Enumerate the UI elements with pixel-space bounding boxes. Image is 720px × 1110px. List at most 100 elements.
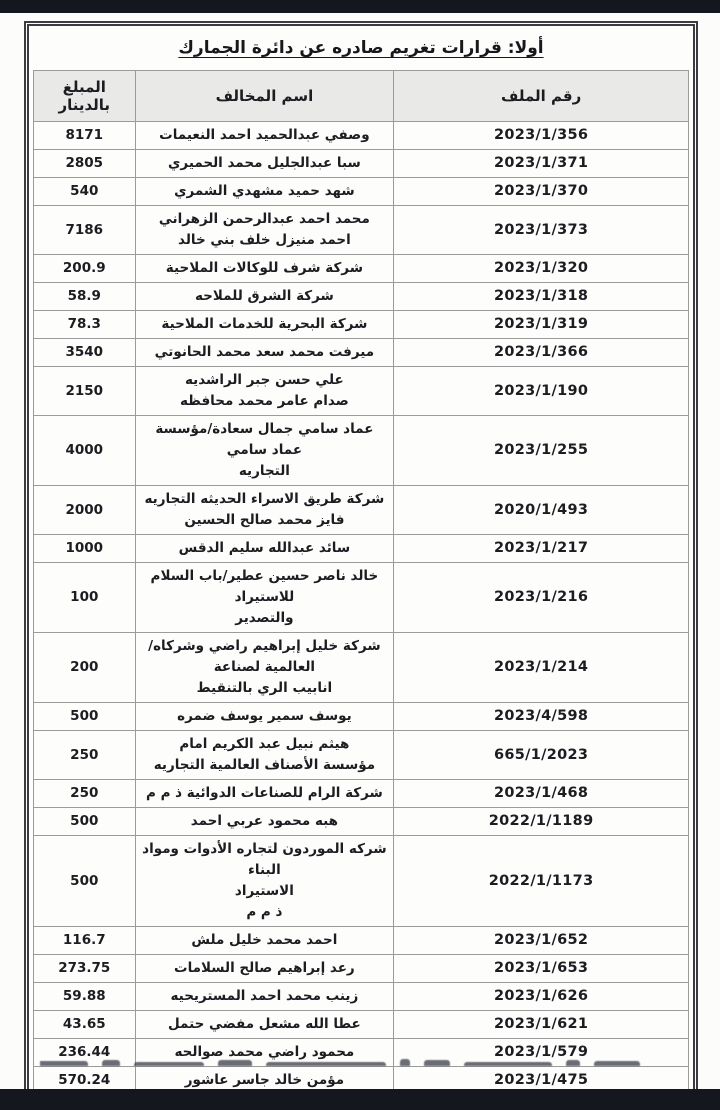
amount-cell: 250 — [33, 730, 136, 780]
table-row: 2023/1/652 احمد محمد خليل ملش 116.7 — [33, 926, 689, 955]
file-number-cell: 2023/1/653 — [393, 954, 689, 983]
page-title: أولا: قرارات تغريم صادره عن دائرة الجمار… — [178, 38, 544, 58]
amount-cell: 250 — [33, 779, 136, 808]
table-row: 2023/1/626 زينب محمد احمد المستريحيه 59.88 — [33, 982, 689, 1011]
file-number-cell: 2023/1/621 — [393, 1010, 689, 1039]
violator-name-line: سبا عبدالجليل محمد الحميري — [168, 155, 361, 171]
violator-name-line: ذ م م — [246, 904, 283, 920]
table-body: 2023/1/356 وصفي عبدالحميد احمد النعيمات 81… — [33, 121, 689, 1089]
amount-cell: 500 — [33, 702, 136, 731]
column-header-violator-name: اسم المخالف — [134, 70, 395, 122]
amount-cell: 2000 — [33, 485, 136, 535]
table-row: 2022/1/1189 هبه محمود عربي احمد 500 — [33, 807, 689, 836]
amount-cell: 78.3 — [33, 310, 136, 339]
violator-name-line: شركة البحرية للخدمات الملاحية — [161, 316, 368, 332]
amount-cell: 4000 — [33, 415, 136, 486]
table-row: 2023/1/475 مؤمن خالد جاسر عاشور 570.24 — [33, 1066, 689, 1089]
violator-name-cell: ميرفت محمد سعد محمد الحانوتي — [134, 338, 395, 367]
file-number-cell: 2023/1/318 — [393, 282, 689, 311]
table-row: 2023/1/621 عطا الله مشعل مفضي حتمل 43.65 — [33, 1010, 689, 1039]
violator-name-cell: سائد عبدالله سليم الدقس — [134, 534, 395, 563]
violator-name-line: مؤمن خالد جاسر عاشور — [184, 1072, 345, 1088]
table-row: 2023/1/373 محمد احمد عبدالرحمن الزهراني اح… — [33, 205, 689, 255]
violator-name-line: احمد منيزل خلف بني خالد — [178, 232, 351, 248]
file-number-cell: 2023/1/475 — [393, 1066, 689, 1089]
violator-name-line: صدام عامر محمد محافظه — [179, 393, 349, 409]
violator-name-cell: شركة البحرية للخدمات الملاحية — [134, 310, 395, 339]
violator-name-line: سائد عبدالله سليم الدقس — [178, 540, 351, 556]
scanned-page: أولا: قرارات تغريم صادره عن دائرة الجمار… — [0, 13, 720, 1089]
file-number-cell: 2023/1/626 — [393, 982, 689, 1011]
violator-name-cell: شركة شرف للوكالات الملاحية — [134, 254, 395, 283]
file-number-cell: 2023/1/371 — [393, 149, 689, 178]
violator-name-line: هبه محمود عربي احمد — [190, 813, 339, 829]
column-header-file-number: رقم الملف — [393, 70, 689, 122]
amount-cell: 273.75 — [33, 954, 136, 983]
violator-name-line: زينب محمد احمد المستريحيه — [170, 988, 359, 1004]
violator-name-line: محمد احمد عبدالرحمن الزهراني — [158, 211, 370, 227]
violator-name-cell: زينب محمد احمد المستريحيه — [134, 982, 395, 1011]
amount-cell: 2805 — [33, 149, 136, 178]
violator-name-cell: يوسف سمير يوسف ضمره — [134, 702, 395, 731]
violator-name-line: شركة الرام للصناعات الدوائية ذ م م — [145, 785, 383, 801]
file-number-cell: 2023/1/216 — [393, 562, 689, 633]
table-row: 2023/1/371 سبا عبدالجليل محمد الحميري 2805 — [33, 149, 689, 178]
violator-name-line: عماد سامي جمال سعادة/مؤسسة عماد سامي — [155, 421, 374, 458]
violator-name-line: ميرفت محمد سعد محمد الحانوتي — [154, 344, 375, 360]
top-black-bar — [0, 0, 720, 13]
column-header-amount-dinars: المبلغ بالدينار — [33, 70, 136, 122]
violator-name-line: رعد إبراهيم صالح السلامات — [174, 960, 355, 976]
table-row: 2023/1/255 عماد سامي جمال سعادة/مؤسسة عما… — [33, 415, 689, 486]
amount-cell: 1000 — [33, 534, 136, 563]
file-number-cell: 2023/1/214 — [393, 632, 689, 703]
amount-cell: 116.7 — [33, 926, 136, 955]
table-row: 2023/1/366 ميرفت محمد سعد محمد الحانوتي 35… — [33, 338, 689, 367]
amount-cell: 100 — [33, 562, 136, 633]
table-row: 2023/1/217 سائد عبدالله سليم الدقس 1000 — [33, 534, 689, 563]
violator-name-cell: خالد ناصر حسين عطير/باب السلام للاستيراد… — [134, 562, 395, 633]
table-row: 2020/1/493 شركة طريق الاسراء الحديثه التج… — [33, 485, 689, 535]
amount-cell: 59.88 — [33, 982, 136, 1011]
violator-name-line: شهد حميد مشهدي الشمري — [174, 183, 355, 199]
violator-name-cell: هبه محمود عربي احمد — [134, 807, 395, 836]
amount-cell: 8171 — [33, 121, 136, 150]
fines-table: رقم الملف اسم المخالف المبلغ بالدينار 20… — [33, 70, 689, 1089]
file-number-cell: 2023/1/319 — [393, 310, 689, 339]
file-number-cell: 2023/1/255 — [393, 415, 689, 486]
file-number-cell: 2023/1/468 — [393, 779, 689, 808]
violator-name-line: شركه الموردون لتجاره الأدوات ومواد البنا… — [142, 841, 387, 878]
violator-name-cell: مؤمن خالد جاسر عاشور — [134, 1066, 395, 1089]
violator-name-cell: علي حسن جبر الراشديه صدام عامر محمد محافظ… — [134, 366, 395, 416]
file-number-cell: 2023/1/652 — [393, 926, 689, 955]
file-number-cell: 2022/1/1189 — [393, 807, 689, 836]
violator-name-line: شركة الشرق للملاحه — [194, 288, 334, 304]
violator-name-line: وصفي عبدالحميد احمد النعيمات — [159, 127, 370, 143]
file-number-cell: 2022/1/1173 — [393, 835, 689, 927]
violator-name-line: شركة طريق الاسراء الحديثه التجاريه — [144, 491, 385, 507]
amount-cell: 58.9 — [33, 282, 136, 311]
cutoff-text-remnant — [40, 1057, 640, 1066]
file-number-cell: 2023/4/598 — [393, 702, 689, 731]
violator-name-line: احمد محمد خليل ملش — [191, 932, 338, 948]
violator-name-cell: هيثم نبيل عبد الكريم امام مؤسسة الأصناف ا… — [134, 730, 395, 780]
violator-name-line: شركة خليل إبراهيم راضي وشركاه/العالمية ل… — [148, 638, 381, 675]
violator-name-cell: شركة الرام للصناعات الدوائية ذ م م — [134, 779, 395, 808]
file-number-cell: 665/1/2023 — [393, 730, 689, 780]
file-number-cell: 2023/1/320 — [393, 254, 689, 283]
file-number-cell: 2023/1/190 — [393, 366, 689, 416]
violator-name-cell: احمد محمد خليل ملش — [134, 926, 395, 955]
file-number-cell: 2023/1/370 — [393, 177, 689, 206]
table-row: 665/1/2023 هيثم نبيل عبد الكريم امام مؤسسة… — [33, 730, 689, 780]
violator-name-cell: شركه الموردون لتجاره الأدوات ومواد البنا… — [134, 835, 395, 927]
violator-name-cell: شركة الشرق للملاحه — [134, 282, 395, 311]
table-row: 2022/1/1173 شركه الموردون لتجاره الأدوات … — [33, 835, 689, 927]
violator-name-line: والتصدير — [235, 610, 294, 626]
file-number-cell: 2023/1/366 — [393, 338, 689, 367]
violator-name-line: التجاريه — [238, 463, 290, 479]
violator-name-cell: عطا الله مشعل مفضي حتمل — [134, 1010, 395, 1039]
amount-cell: 200 — [33, 632, 136, 703]
violator-name-line: خالد ناصر حسين عطير/باب السلام للاستيراد — [150, 568, 379, 605]
table-row: 2023/1/216 خالد ناصر حسين عطير/باب السلام… — [33, 562, 689, 633]
table-row: 2023/1/190 علي حسن جبر الراشديه صدام عامر … — [33, 366, 689, 416]
violator-name-line: انابيب الري بالتنقيط — [196, 680, 333, 696]
